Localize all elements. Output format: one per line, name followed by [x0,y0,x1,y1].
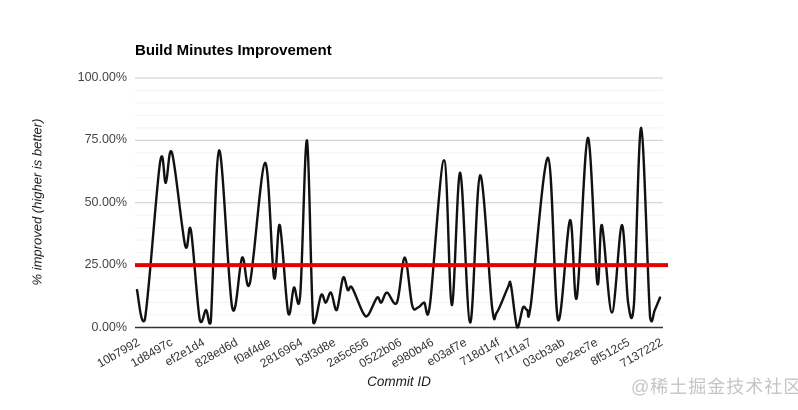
series-line [135,126,662,329]
y-axis-title: % improved (higher is better) [29,118,45,286]
y-tick-label: 100.00% [77,70,127,84]
watermark: @稀土掘金技术社区 [631,377,798,397]
x-axis-title: Commit ID [367,374,431,389]
y-tick-label: 75.00% [84,132,127,147]
y-tick-label: 50.00% [84,194,127,209]
chart-title: Build Minutes Improvement [135,42,332,59]
y-tick-label: 25.00% [84,257,127,272]
y-tick-label: 0.00% [91,319,127,334]
